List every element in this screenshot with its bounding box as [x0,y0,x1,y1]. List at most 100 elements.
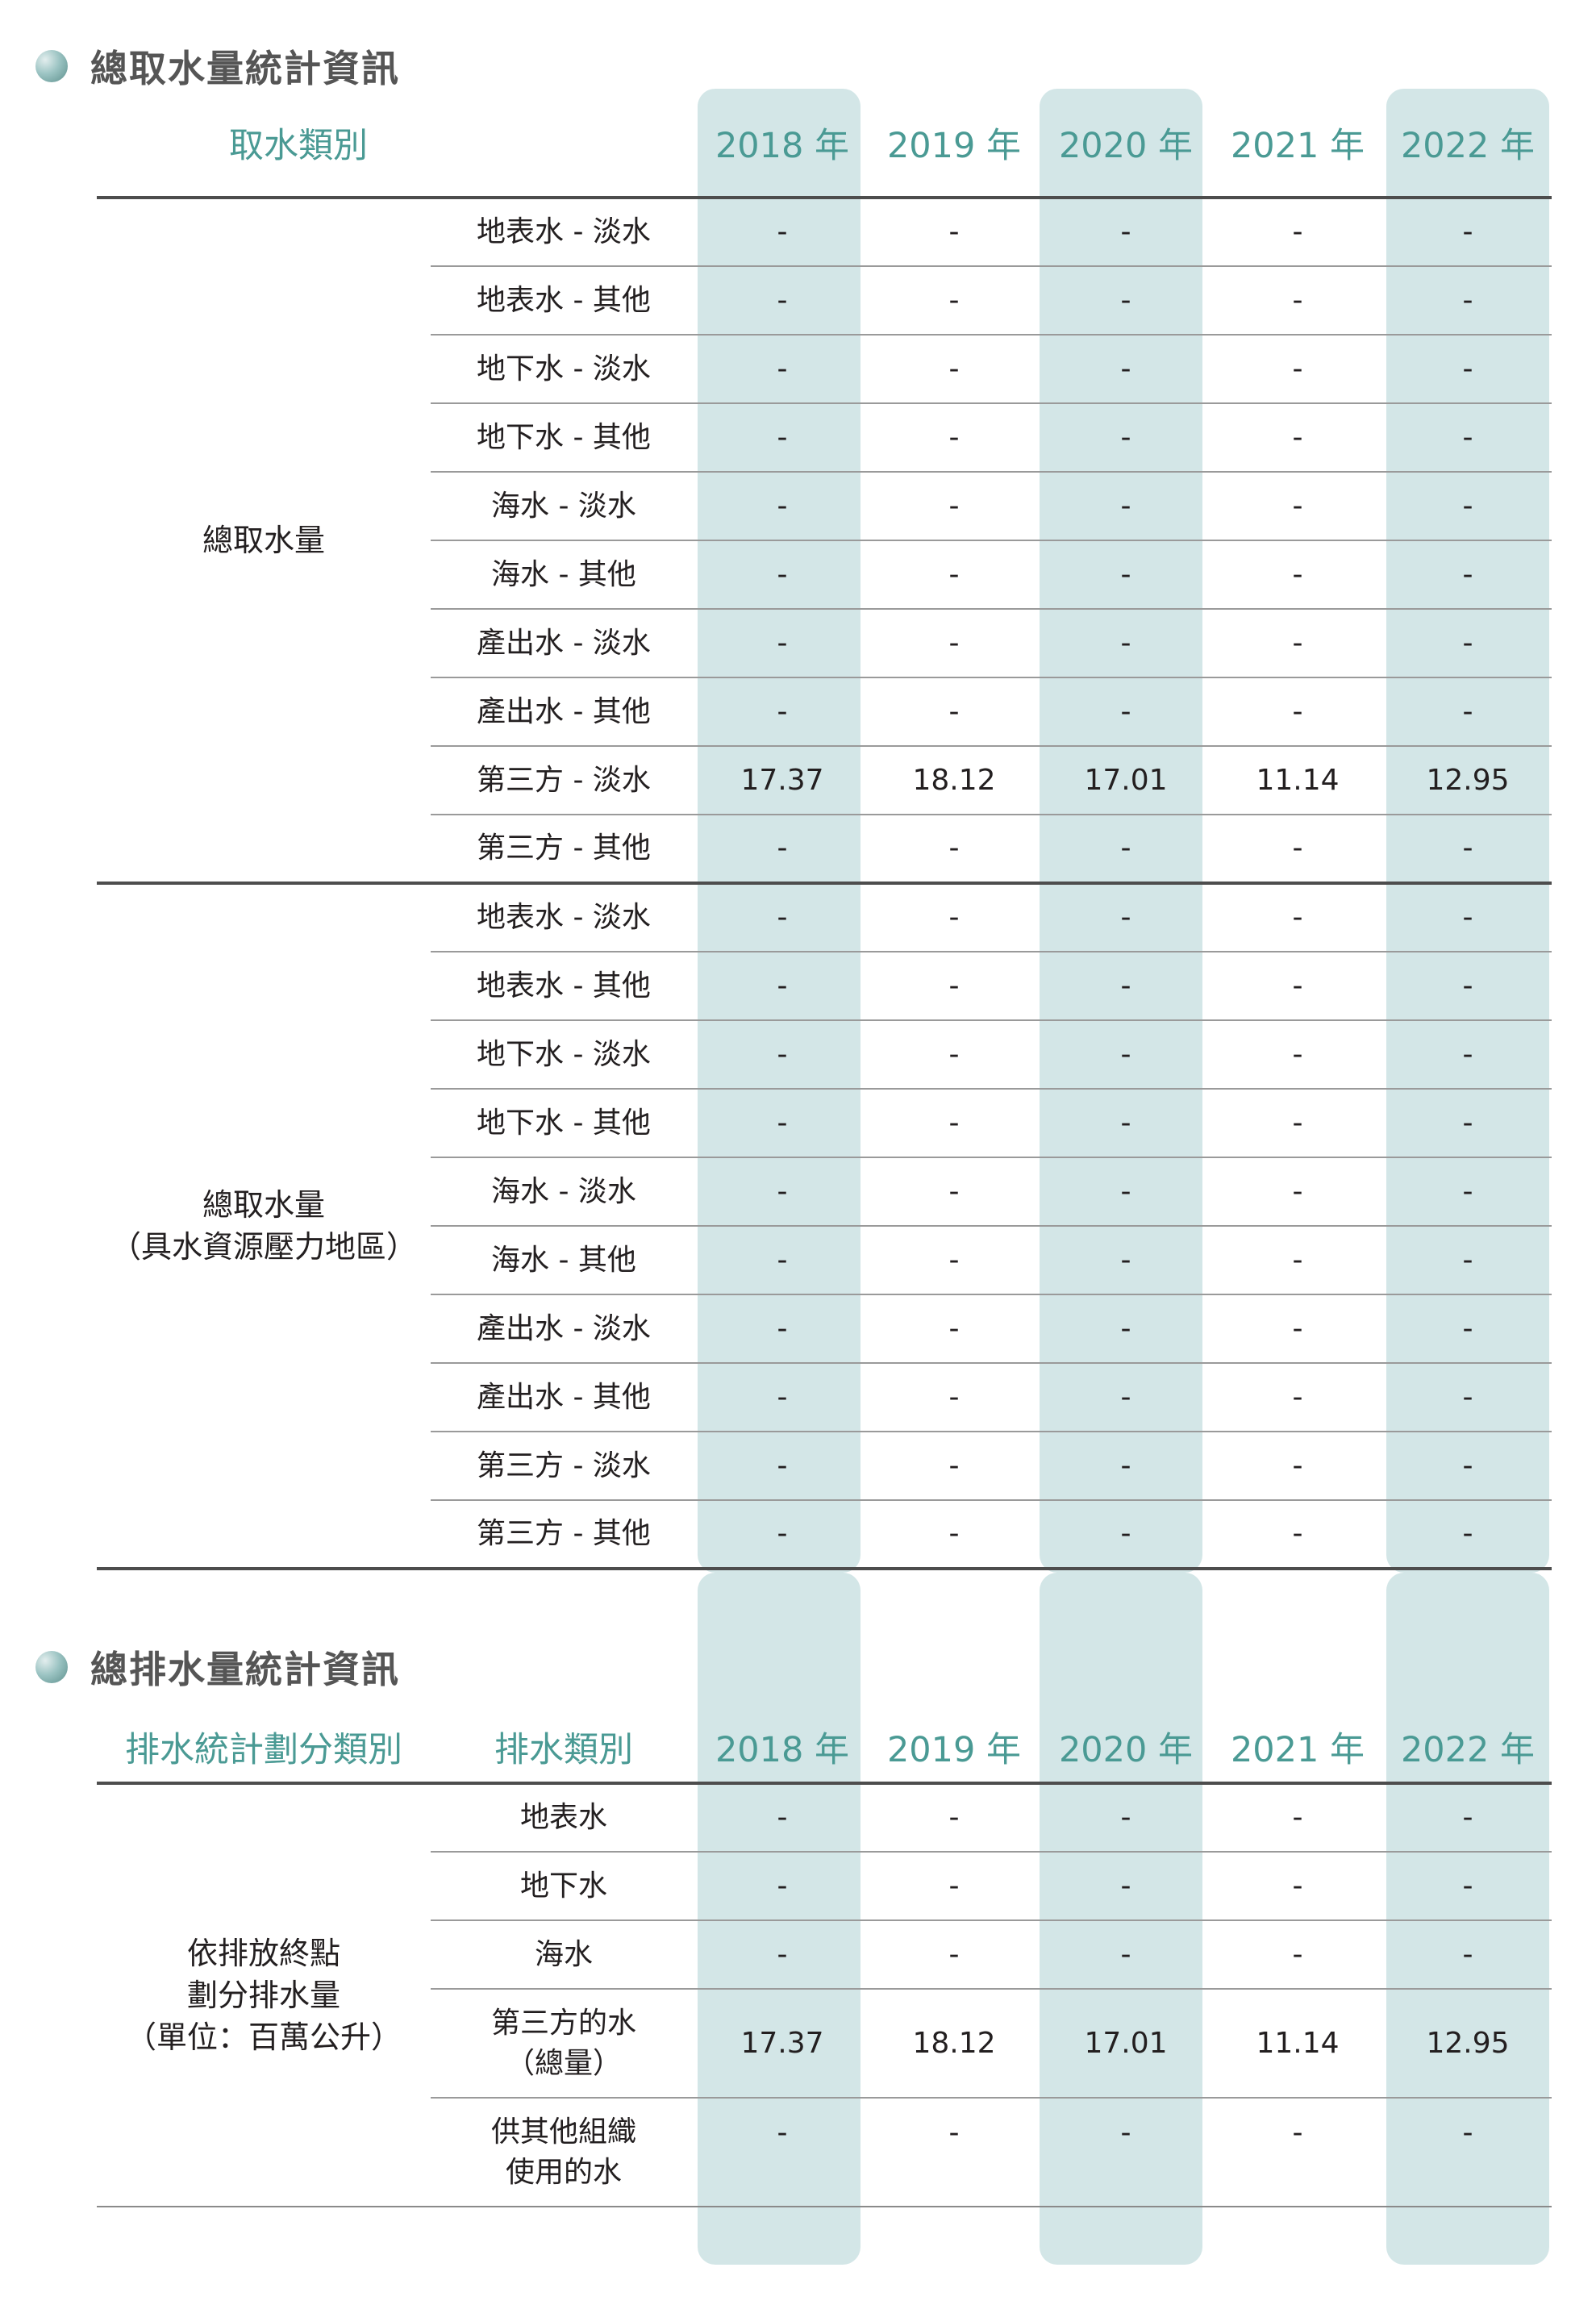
row-type: 第三方 - 其他 [431,1500,697,1570]
header-year: 2019 年 [886,125,1022,166]
cell-value: 17.37 [697,1989,868,2099]
cell-value: - [697,1500,868,1570]
cell-value: - [1040,1783,1211,1853]
cell-value: 17.01 [1040,746,1211,815]
row-type-line: 使用的水 [505,2155,622,2189]
cell-value: - [1040,1089,1211,1158]
row-type-line: 第三方的水 [490,2006,636,2040]
row-type: 地下水 - 淡水 [431,1020,697,1090]
cell-value: - [697,952,868,1021]
cell-value: - [868,952,1040,1021]
row-type: 產出水 - 淡水 [431,609,697,678]
cell-value: 18.12 [868,746,1040,815]
cell-value: - [1040,1852,1211,1921]
row-type: 地表水 - 淡水 [431,883,697,952]
cell-value: - [1211,198,1384,267]
row-type-line: 供其他組織 [490,2115,636,2149]
cell-value: - [1211,677,1384,747]
cell-value: - [697,1020,868,1090]
cell-value: - [1384,2098,1552,2207]
row-type: 地下水 - 其他 [431,403,697,473]
cell-value: - [868,472,1040,541]
cell-value: - [697,1920,868,1990]
cell-value: - [1040,1226,1211,1295]
cell-value: - [868,1294,1040,1364]
cell-value: - [1211,1294,1384,1364]
cell-value: - [868,883,1040,952]
cell-value: - [1040,1157,1211,1227]
section1-title: 總取水量統計資訊 [90,47,400,90]
header-year: 2018 年 [715,125,850,166]
row-type: 海水 [431,1920,697,1990]
row-type: 第三方 - 其他 [431,815,697,885]
row-type: 第三方 - 淡水 [431,746,697,815]
cell-value: - [1384,198,1552,267]
cell-value: - [868,1363,1040,1432]
cell-value: - [868,1500,1040,1570]
cell-value: - [1040,1294,1211,1364]
cell-value: - [1211,2098,1384,2207]
group-label-line: 總取水量 [202,523,325,558]
cell-value: - [868,1783,1040,1853]
cell-value: - [1040,1020,1211,1090]
cell-value: - [868,335,1040,404]
cell-value: - [1211,266,1384,336]
table-row: 海水 - 淡水 - - - - - [97,1157,1552,1227]
cell-value: - [1384,677,1552,747]
cell-value: - [868,266,1040,336]
row-type: 地表水 - 其他 [431,266,697,336]
cell-value: - [697,1783,868,1853]
cell-value: - [1211,1020,1384,1090]
cell-value: 17.01 [1040,1989,1211,2099]
cell-value: - [1040,2098,1211,2207]
table-row: 產出水 - 淡水 - - - - - [97,1294,1552,1364]
row-type: 地下水 [431,1852,697,1921]
row-type: 第三方 - 淡水 [431,1432,697,1501]
table-header-row: 排水統計劃分類別 排水類別 2018 年 2019 年 2020 年 2021 … [97,1712,1552,1783]
table-row: 產出水 - 淡水 - - - - - [97,609,1552,678]
cell-value: - [1040,1920,1211,1990]
table-row: 海水 - 其他 - - - - - [97,1226,1552,1295]
table-row: 依排放終點 劃分排水量 （單位：百萬公升） 地表水 - - - - - [97,1783,1552,2207]
cell-value: - [1040,266,1211,336]
cell-value: - [1040,883,1211,952]
cell-value: - [1040,1363,1211,1432]
cell-value: - [1211,472,1384,541]
table-row: 產出水 - 其他 - - - - - [97,677,1552,747]
bullet-dot-icon [35,1651,68,1683]
group-label-line: （單位：百萬公升） [125,2019,402,2055]
row-type: 海水 - 其他 [431,540,697,610]
table-row: 地下水 - 淡水 - - - - - [97,335,1552,404]
bullet-dot-icon [35,50,68,82]
cell-value: - [1384,1852,1552,1921]
row-type-line: 地表水 [519,1801,607,1834]
cell-value: - [1040,609,1211,678]
row-type: 地表水 [431,1783,697,1853]
cell-value: - [697,1157,868,1227]
cell-value: - [697,1089,868,1158]
cell-value: - [697,1294,868,1364]
header-year: 2021 年 [1230,1730,1365,1770]
cell-value: - [1211,1852,1384,1921]
cell-value: - [697,472,868,541]
header-group-category: 排水統計劃分類別 [125,1730,402,1770]
cell-value: - [697,403,868,473]
cell-value: - [868,1020,1040,1090]
water-discharge-table: 排水統計劃分類別 排水類別 2018 年 2019 年 2020 年 2021 … [97,1712,1552,2207]
header-year: 2022 年 [1400,125,1536,166]
cell-value: - [868,1432,1040,1501]
table-row: 地表水 - 其他 - - - - - [97,266,1552,336]
table-row: 海水 - 淡水 - - - - - [97,472,1552,541]
cell-value: - [1040,815,1211,885]
cell-value: - [1211,952,1384,1021]
cell-value: - [1384,815,1552,885]
cell-value: - [1040,1500,1211,1570]
cell-value: - [1384,1783,1552,1853]
cell-value: - [1211,1226,1384,1295]
cell-value: - [868,609,1040,678]
group-label-line: 依排放終點 [186,1936,340,1971]
table-row: 第三方 - 其他 - - - - - [97,1500,1552,1570]
cell-value: - [1384,472,1552,541]
cell-value: - [1211,403,1384,473]
cell-value: - [1384,883,1552,952]
